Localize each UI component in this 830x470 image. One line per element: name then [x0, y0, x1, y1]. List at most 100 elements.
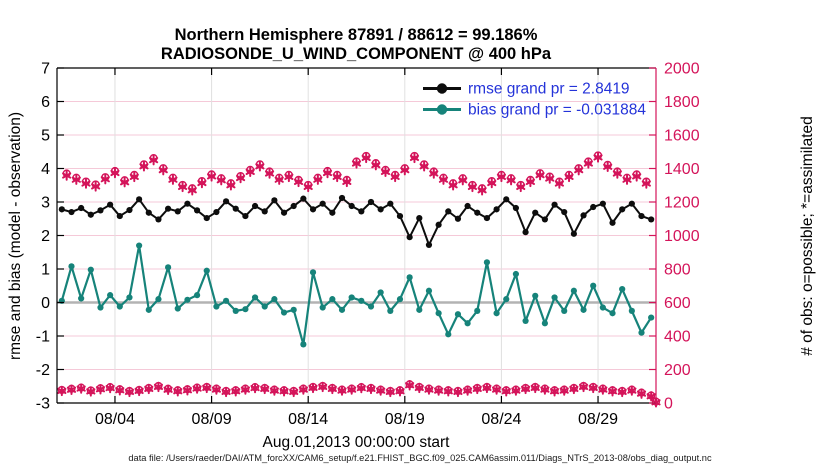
- obs-assimilated-marker: [62, 170, 72, 181]
- rmse-series-point: [503, 196, 510, 203]
- obs-assimilated-marker: [525, 176, 536, 188]
- obs-assimilated-marker: [380, 166, 391, 178]
- bias-series-point: [232, 307, 239, 314]
- rmse-series-point: [97, 207, 104, 214]
- rmse-series-point: [619, 206, 626, 213]
- axis-layer: 08/04 08/09 08/14 08/19 08/24 08/29 7 6 5 4 3 2 1 0 -1…: [36, 61, 700, 429]
- rmse-series-point: [309, 206, 317, 213]
- rmse-series-point: [532, 209, 539, 216]
- right-tick-label: 1400: [664, 161, 700, 178]
- left-axis-title: rmse and bias (model - observation): [7, 112, 24, 360]
- rmse-series-line: [61, 196, 652, 246]
- obs-assimilated-marker: [206, 171, 217, 182]
- bias-series-point: [300, 341, 307, 348]
- bias-series-point: [638, 329, 645, 336]
- rmse-series-point: [145, 209, 152, 216]
- obs-assimilated-marker: [438, 174, 449, 185]
- obs-assimilated-marker: [458, 175, 468, 186]
- bias-series-point: [570, 287, 577, 294]
- right-tick-label: 1000: [664, 228, 700, 245]
- rmse-series-point: [590, 203, 597, 211]
- bias-series-point: [464, 320, 471, 327]
- obs-assimilated-marker: [120, 177, 130, 188]
- bias-series-point: [213, 303, 220, 310]
- rmse-series-point: [300, 195, 307, 202]
- bias-series-point: [242, 306, 249, 313]
- bias-series-point: [483, 259, 491, 266]
- x-tick-label: 08/19: [385, 411, 425, 428]
- obs-assimilated-marker: [390, 171, 400, 183]
- rmse-series-point: [541, 216, 548, 223]
- obs-assimilated-marker: [564, 171, 574, 183]
- bias-series-point: [512, 270, 520, 278]
- bias-series-point: [222, 297, 230, 304]
- obs-assimilated-marker: [187, 185, 197, 196]
- right-tick-label: 400: [664, 329, 691, 346]
- obs-assimilated-marker: [607, 386, 618, 397]
- rmse-series-point: [78, 204, 85, 212]
- obs-assimilated-marker: [91, 181, 101, 192]
- bias-series-point: [396, 296, 404, 303]
- bias-series-point: [174, 305, 181, 312]
- legend-rmse-label: rmse grand pr = 2.8419: [468, 81, 630, 98]
- bias-series-point: [165, 264, 172, 271]
- obs-assimilated-marker: [482, 382, 492, 394]
- rmse-series-point: [232, 205, 239, 212]
- bias-series-point: [445, 331, 452, 338]
- obs-assimilated-marker: [284, 171, 294, 183]
- bias-series-point: [193, 292, 201, 299]
- obs-assimilated-marker: [255, 161, 265, 172]
- rmse-series-point: [290, 202, 297, 210]
- bias-series-point: [648, 314, 655, 321]
- rmse-series-point: [387, 200, 394, 207]
- right-tick-label: 1800: [664, 94, 700, 111]
- left-tick-label: 3: [41, 195, 50, 212]
- rmse-series-point: [522, 229, 529, 236]
- rmse-series-point: [203, 214, 210, 222]
- rmse-series-point: [251, 202, 259, 210]
- rmse-series-point: [358, 208, 365, 215]
- rmse-series-point: [107, 201, 114, 208]
- obs-assimilated-marker: [202, 382, 212, 394]
- left-tick-label: 1: [41, 262, 50, 279]
- bias-series-point: [377, 289, 384, 296]
- obs-assimilated-marker: [173, 386, 183, 397]
- obs-assimilated-marker: [371, 159, 381, 171]
- rmse-series-point: [280, 209, 288, 216]
- rmse-series-point: [406, 234, 413, 241]
- obs-assimilated-marker: [530, 382, 540, 394]
- bias-series-point: [251, 294, 259, 301]
- bias-series-point: [290, 306, 297, 313]
- obs-assimilated-marker: [269, 385, 279, 396]
- bias-series-point: [78, 295, 85, 302]
- obs-assimilated-marker: [395, 386, 405, 397]
- rmse-series-point: [493, 206, 500, 213]
- obs-assimilated-marker: [216, 175, 226, 186]
- bias-series-point: [590, 282, 597, 289]
- obs-assimilated-marker: [158, 164, 168, 176]
- obs-assimilated-marker: [289, 386, 299, 398]
- left-tick-label: 6: [41, 94, 50, 111]
- obs-assimilated-marker: [632, 171, 642, 182]
- obs-assimilated-marker: [414, 382, 424, 394]
- obs-assimilated-marker: [617, 386, 627, 398]
- bias-series-point: [454, 311, 462, 318]
- obs-assimilated-marker: [477, 185, 487, 196]
- obs-assimilated-marker: [443, 386, 453, 397]
- rmse-series-point: [599, 200, 606, 207]
- obs-assimilated-marker: [603, 161, 613, 173]
- obs-assimilated-marker: [424, 384, 434, 395]
- obs-assimilated-marker: [351, 158, 362, 169]
- bias-series-point: [406, 274, 413, 281]
- obs-assimilated-marker: [274, 174, 284, 185]
- bias-series-point: [155, 296, 162, 303]
- obs-assimilated-marker: [549, 386, 560, 397]
- obs-assimilated-marker: [124, 386, 135, 398]
- bias-series-point: [541, 320, 548, 327]
- obs-assimilated-marker: [463, 385, 473, 396]
- obs-assimilated-marker: [322, 167, 333, 179]
- obs-assimilated-marker: [496, 171, 507, 183]
- obs-assimilated-marker: [81, 178, 91, 189]
